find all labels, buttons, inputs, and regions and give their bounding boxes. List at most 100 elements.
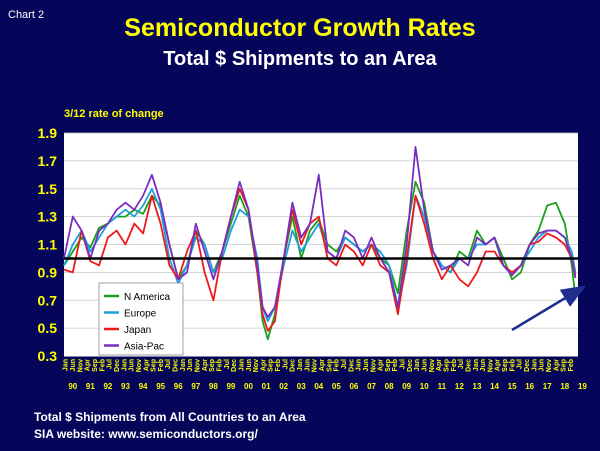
x-year-label: 09 xyxy=(402,382,411,391)
x-month-label: Sep xyxy=(561,359,568,372)
x-month-label: Jul xyxy=(224,359,231,369)
y-tick-label: 1.7 xyxy=(38,153,58,169)
x-month-label: Nov xyxy=(253,359,260,372)
y-tick-label: 0.9 xyxy=(38,264,58,280)
x-month-label: Jun xyxy=(363,359,370,371)
x-month-label: Feb xyxy=(99,359,106,371)
legend-label: N America xyxy=(124,292,171,303)
x-month-label: Sep xyxy=(92,359,99,372)
x-month-label: Dec xyxy=(231,359,238,372)
y-tick-label: 1.9 xyxy=(38,125,58,141)
x-month-label: Jul xyxy=(517,359,524,369)
x-year-label: 07 xyxy=(367,382,376,391)
y-tick-label: 0.3 xyxy=(38,348,58,364)
x-month-label: Jun xyxy=(246,359,253,371)
x-year-label: 94 xyxy=(139,382,148,391)
y-tick-label: 0.5 xyxy=(38,320,58,336)
footer-source-note: Total $ Shipments from All Countries to … xyxy=(34,410,306,424)
x-year-label: 99 xyxy=(226,382,235,391)
x-month-label: Apr xyxy=(319,359,326,371)
x-month-label: Nov xyxy=(77,359,84,372)
x-month-label: Apr xyxy=(202,359,209,371)
y-tick-label: 0.7 xyxy=(38,292,58,308)
x-month-label: Feb xyxy=(392,359,399,371)
x-year-label: 96 xyxy=(174,382,183,391)
x-month-label: Jan xyxy=(414,359,421,371)
x-month-label: Jan xyxy=(356,359,363,371)
x-month-label: Jan xyxy=(180,359,187,371)
x-month-label: Apr xyxy=(143,359,150,371)
x-month-label: Sep xyxy=(268,359,275,372)
x-year-label: 19 xyxy=(578,382,587,391)
x-month-label: Sep xyxy=(385,359,392,372)
x-month-label: Jun xyxy=(304,359,311,371)
x-month-label: Jun xyxy=(539,359,546,371)
chart-title: Semiconductor Growth Rates xyxy=(124,14,476,42)
x-month-label: Apr xyxy=(553,359,560,371)
x-month-label: Nov xyxy=(312,359,319,372)
x-month-label: Feb xyxy=(334,359,341,371)
chart-number-label: Chart 2 xyxy=(8,9,45,21)
x-month-label: Sep xyxy=(151,359,158,372)
x-month-label: Feb xyxy=(216,359,223,371)
x-year-label: 98 xyxy=(209,382,218,391)
x-month-label: Nov xyxy=(429,359,436,372)
x-year-label: 17 xyxy=(543,382,552,391)
x-year-label: 18 xyxy=(560,382,569,391)
x-year-label: 01 xyxy=(262,382,271,391)
x-month-label: Apr xyxy=(378,359,385,371)
x-year-label: 93 xyxy=(121,382,130,391)
x-month-label: Jul xyxy=(400,359,407,369)
x-year-label: 14 xyxy=(490,382,499,391)
x-month-label: Jun xyxy=(70,359,77,371)
footer-website: SIA website: www.semiconductors.org/ xyxy=(34,427,258,441)
x-month-label: Dec xyxy=(173,359,180,372)
x-month-label: Jun xyxy=(480,359,487,371)
x-year-label: 06 xyxy=(349,382,358,391)
x-month-label: Jan xyxy=(473,359,480,371)
x-month-label: Jul xyxy=(165,359,172,369)
x-month-label: Feb xyxy=(568,359,575,371)
legend-label: Europe xyxy=(124,309,157,320)
x-year-label: 13 xyxy=(473,382,482,391)
x-year-label: 97 xyxy=(191,382,200,391)
x-year-label: 95 xyxy=(156,382,165,391)
x-year-label: 92 xyxy=(103,382,112,391)
x-month-label: Jul xyxy=(341,359,348,369)
x-month-label: Jul xyxy=(282,359,289,369)
x-month-label: Jun xyxy=(187,359,194,371)
legend-label: Japan xyxy=(124,325,151,336)
y-tick-label: 1.5 xyxy=(38,181,58,197)
x-month-label: Dec xyxy=(407,359,414,372)
x-month-label: Dec xyxy=(114,359,121,372)
chart-subtitle: Total $ Shipments to an Area xyxy=(163,48,437,70)
x-year-label: 12 xyxy=(455,382,464,391)
x-axis-ticks: Jan Jun Nov Apr Sep Feb Jul Dec Jan Jun Nov Apr Sep F… xyxy=(63,355,587,391)
x-month-label: Apr xyxy=(85,359,92,371)
x-year-label: 00 xyxy=(244,382,253,391)
x-month-label: Nov xyxy=(195,359,202,372)
x-year-label: 90 xyxy=(68,382,77,391)
x-month-label: Dec xyxy=(524,359,531,372)
x-month-label: Sep xyxy=(326,359,333,372)
x-year-label: 08 xyxy=(385,382,394,391)
x-month-label: Sep xyxy=(209,359,216,372)
x-month-label: Apr xyxy=(495,359,502,371)
trend-arrow xyxy=(511,285,587,332)
x-month-label: Feb xyxy=(158,359,165,371)
x-month-label: Sep xyxy=(443,359,450,372)
x-year-label: 10 xyxy=(420,382,429,391)
x-month-label: Nov xyxy=(370,359,377,372)
legend-label: Asia-Pac xyxy=(124,342,164,353)
x-month-label: Apr xyxy=(436,359,443,371)
x-year-label: 16 xyxy=(525,382,534,391)
x-year-label: 91 xyxy=(86,382,95,391)
x-month-label: Feb xyxy=(509,359,516,371)
x-month-label: Apr xyxy=(260,359,267,371)
x-month-label: Jun xyxy=(129,359,136,371)
x-year-label: 04 xyxy=(314,382,323,391)
x-year-label: 11 xyxy=(438,382,447,391)
x-month-label: Jul xyxy=(458,359,465,369)
x-year-label: 03 xyxy=(297,382,306,391)
